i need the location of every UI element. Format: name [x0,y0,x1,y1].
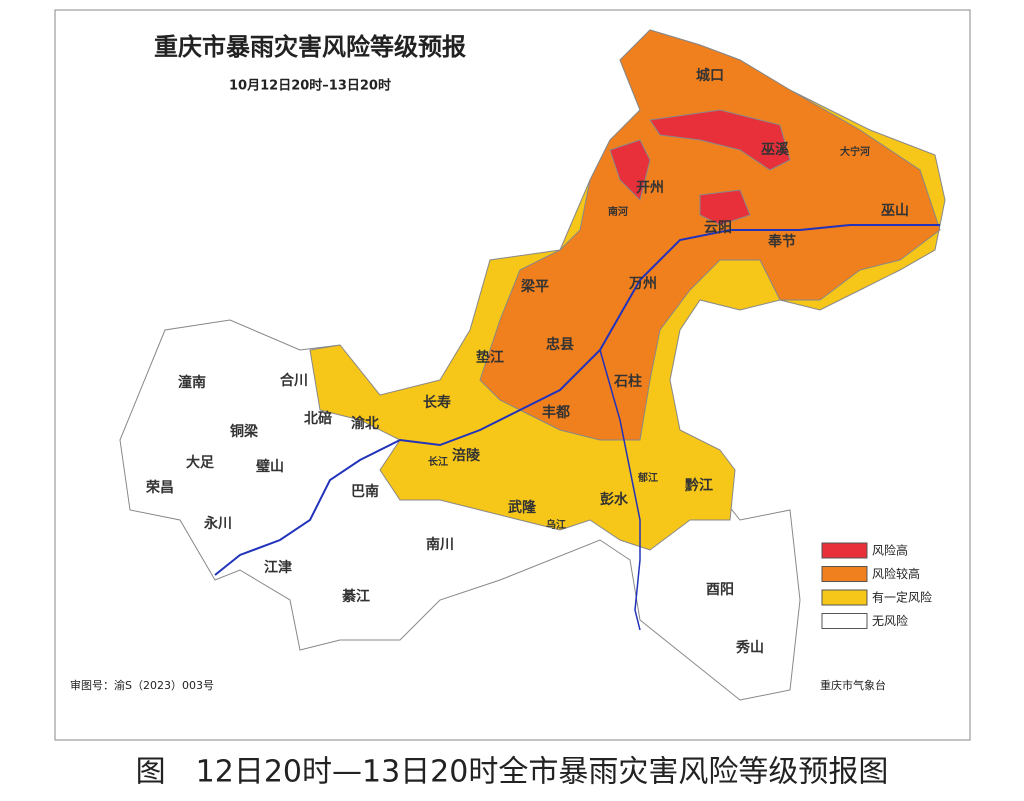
place-label: 长寿 [423,394,451,411]
place-label: 彭水 [600,491,629,508]
legend-label: 风险高 [872,543,908,558]
place-label: 綦江 [341,588,370,605]
place-label: 荣昌 [145,479,174,496]
place-label: 渝北 [351,415,379,432]
place-label: 大足 [186,454,215,471]
place-label: 巫山 [881,203,909,219]
place-label: 大宁河 [840,145,870,158]
legend-swatch [821,613,868,629]
place-label: 江津 [264,559,292,576]
place-label: 黔江 [685,477,713,494]
legend-label: 无风险 [872,613,908,628]
approval-number: 审图号：渝S（2023）003号 [70,678,214,692]
place-label: 南川 [426,536,454,553]
region-high [699,189,751,226]
legend-swatch [821,542,868,559]
legend-swatch [821,566,868,582]
place-label: 璧山 [255,458,284,475]
map-title: 重庆市暴雨灾害风险等级预报 [154,33,466,61]
legend-label: 有一定风险 [872,590,932,605]
place-label: 丰都 [542,404,570,421]
place-label: 酉阳 [706,582,734,598]
region-high [609,139,651,201]
place-label: 万州 [628,276,657,292]
place-label: 涪陵 [452,447,481,464]
region-high [649,109,791,171]
place-label: 乌江 [546,518,566,531]
map-subtitle: 10月12日20时–13日20时 [229,78,391,94]
place-label: 永川 [203,515,232,532]
place-label: 城口 [696,67,724,84]
figure-caption: 图 12日20时—13日20时全市暴雨灾害风险等级预报图 [136,755,889,790]
place-label: 长江 [428,455,448,468]
place-label: 合川 [280,372,308,389]
place-label: 忠县 [546,337,574,353]
place-label: 潼南 [178,374,206,391]
place-label: 郁江 [637,471,658,484]
place-label: 铜梁 [230,423,259,440]
river [214,224,940,576]
place-label: 垫江 [476,349,504,366]
place-label: 武隆 [508,499,537,516]
place-label: 奉节 [768,233,796,250]
place-label: 巫溪 [761,141,790,158]
agency: 重庆市气象台 [820,678,886,692]
regions [119,29,946,701]
place-label: 云阳 [704,220,732,236]
legend-swatch [821,589,868,606]
river [599,349,641,631]
place-label: 北碚 [304,410,332,427]
place-label: 南河 [608,205,628,218]
place-label: 秀山 [735,639,764,656]
place-label: 巴南 [351,483,379,500]
place-label: 开州 [636,180,664,196]
place-label: 梁平 [520,278,549,295]
legend-label: 风险较高 [872,566,920,581]
place-label: 石柱 [613,373,642,390]
